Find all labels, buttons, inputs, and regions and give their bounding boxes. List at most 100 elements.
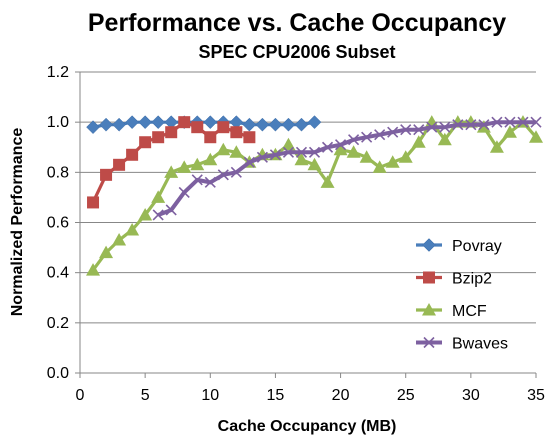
data-point-bwaves — [413, 124, 425, 136]
data-point-bzip2 — [126, 148, 139, 161]
data-point-bwaves — [517, 116, 529, 128]
data-point-bwaves — [308, 146, 321, 158]
data-point-mcf — [294, 152, 309, 166]
data-point-bwaves — [217, 169, 229, 181]
data-point-povray — [268, 117, 283, 132]
data-point-bzip2 — [165, 126, 178, 139]
data-point-bwaves — [348, 134, 360, 146]
data-point-mcf — [385, 155, 400, 168]
data-point-povray — [86, 120, 100, 135]
data-point-povray — [294, 117, 309, 132]
data-point-bzip2 — [191, 121, 204, 134]
data-point-bwaves — [256, 151, 268, 163]
data-point-bwaves — [165, 204, 177, 216]
legend-label-mcf: MCF — [452, 303, 487, 320]
data-point-bwaves — [530, 116, 542, 128]
data-point-bwaves — [321, 141, 334, 153]
data-point-bwaves-stroke — [282, 146, 295, 158]
data-point-bwaves — [426, 121, 438, 133]
series-bwaves — [152, 116, 542, 221]
data-point-bwaves-stroke — [178, 186, 190, 198]
data-point-bwaves — [152, 209, 164, 221]
data-point-bwaves-stroke — [400, 124, 412, 136]
data-point-bwaves-stroke — [191, 174, 203, 186]
data-point-mcf — [151, 190, 166, 203]
legend-label-bwaves: Bwaves — [452, 336, 508, 353]
data-point-bwaves-stroke — [152, 209, 164, 221]
data-point-bzip2 — [100, 168, 113, 181]
data-point-bwaves — [387, 126, 399, 138]
data-point-bwaves — [335, 139, 347, 151]
data-point-mcf — [320, 175, 335, 188]
x-tick-label: 15 — [267, 387, 285, 404]
data-point-bwaves — [230, 166, 242, 178]
data-point-bwaves-stroke — [387, 126, 399, 138]
x-tick-label: 0 — [76, 387, 85, 404]
legend-marker-bwaves-stroke — [423, 336, 435, 349]
legend-label-povray: Povray — [452, 238, 502, 255]
y-axis-ticks: 0.0 0.2 0.4 0.6 0.8 1.0 1.2 — [47, 64, 69, 382]
data-point-mcf — [203, 152, 218, 166]
x-tick-label: 30 — [462, 387, 480, 404]
data-point-povray — [112, 117, 126, 132]
legend-marker-mcf — [422, 303, 436, 316]
y-tick-label: 0.6 — [47, 215, 69, 232]
data-point-bwaves — [191, 174, 203, 186]
data-point-bwaves — [439, 121, 451, 133]
data-point-povray — [99, 117, 113, 132]
data-point-bwaves — [504, 116, 516, 128]
data-point-bzip2 — [217, 121, 230, 134]
data-point-bwaves — [282, 146, 295, 158]
data-point-bwaves-stroke — [256, 151, 268, 163]
data-point-bwaves-stroke — [269, 149, 281, 161]
data-point-bzip2 — [87, 196, 100, 209]
data-point-bzip2 — [139, 136, 152, 149]
legend-marker-bzip2 — [423, 271, 435, 284]
data-point-bwaves-stroke — [491, 116, 503, 128]
chart-subtitle: SPEC CPU2006 Subset — [198, 42, 395, 62]
data-point-bwaves — [204, 176, 216, 188]
data-point-mcf — [281, 137, 296, 151]
data-point-mcf — [190, 157, 205, 171]
y-tick-label: 0.4 — [47, 265, 69, 282]
data-point-mcf — [372, 160, 387, 173]
data-point-povray — [125, 115, 139, 130]
data-point-mcf — [529, 130, 543, 143]
data-point-mcf — [216, 142, 231, 156]
legend: Povray Bzip2 MCF Bwaves — [416, 238, 508, 353]
data-point-povray — [203, 115, 218, 130]
data-point-bzip2 — [152, 131, 165, 144]
data-point-povray — [255, 117, 270, 132]
data-point-mcf — [164, 165, 179, 178]
data-point-bzip2 — [113, 158, 126, 171]
data-point-mcf — [489, 140, 504, 153]
data-point-mcf — [99, 245, 114, 259]
data-point-bwaves — [400, 124, 412, 136]
data-point-bwaves-stroke — [165, 204, 177, 216]
x-tick-label: 10 — [201, 387, 219, 404]
legend-entry-mcf: MCF — [416, 303, 487, 320]
data-point-mcf — [346, 145, 361, 158]
data-point-mcf — [177, 160, 192, 173]
legend-entry-povray: Povray — [416, 238, 502, 255]
x-tick-label: 5 — [141, 387, 150, 404]
data-point-bwaves-stroke — [413, 124, 425, 136]
data-point-bwaves — [374, 129, 386, 141]
data-point-bzip2 — [243, 131, 256, 144]
data-point-mcf — [359, 150, 374, 163]
data-point-bwaves — [295, 146, 308, 158]
data-point-bwaves-stroke — [335, 139, 347, 151]
y-axis-label: Normalized Performance — [9, 128, 26, 317]
data-point-bwaves — [491, 116, 503, 128]
data-point-bwaves-stroke — [465, 119, 477, 131]
y-tick-label: 0.0 — [47, 365, 69, 382]
data-point-bwaves — [465, 119, 477, 131]
data-point-bzip2 — [178, 116, 191, 129]
chart-title: Performance vs. Cache Occupancy — [88, 9, 506, 37]
data-point-bwaves-stroke — [426, 121, 438, 133]
x-tick-label: 25 — [397, 387, 415, 404]
data-point-povray — [307, 115, 322, 130]
data-point-bwaves-stroke — [361, 131, 373, 143]
data-point-bwaves-stroke — [517, 116, 529, 128]
